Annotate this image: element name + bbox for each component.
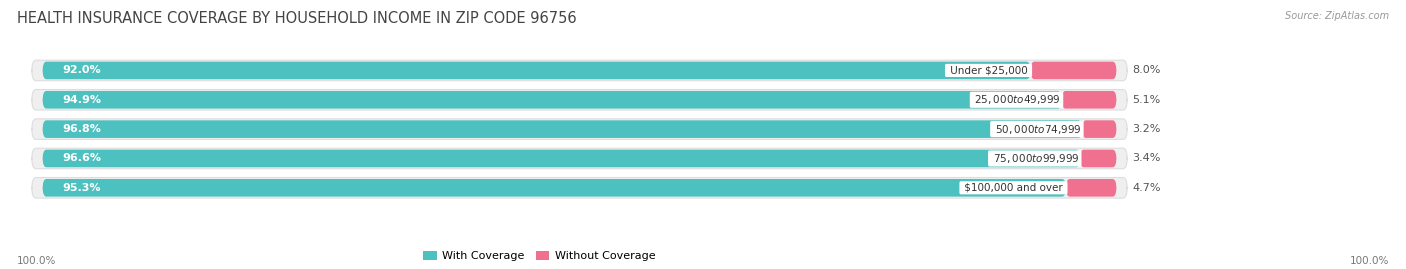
FancyBboxPatch shape	[32, 178, 1128, 198]
Text: 96.6%: 96.6%	[62, 154, 101, 164]
Legend: With Coverage, Without Coverage: With Coverage, Without Coverage	[419, 246, 659, 266]
Text: 3.2%: 3.2%	[1133, 124, 1161, 134]
Text: 100.0%: 100.0%	[17, 256, 56, 266]
Text: 8.0%: 8.0%	[1133, 65, 1161, 75]
Text: Source: ZipAtlas.com: Source: ZipAtlas.com	[1285, 11, 1389, 21]
FancyBboxPatch shape	[32, 60, 1128, 81]
Text: $50,000 to $74,999: $50,000 to $74,999	[991, 123, 1083, 136]
Text: 96.8%: 96.8%	[62, 124, 101, 134]
Text: 92.0%: 92.0%	[62, 65, 100, 75]
Text: 4.7%: 4.7%	[1133, 183, 1161, 193]
Text: HEALTH INSURANCE COVERAGE BY HOUSEHOLD INCOME IN ZIP CODE 96756: HEALTH INSURANCE COVERAGE BY HOUSEHOLD I…	[17, 11, 576, 26]
Text: 3.4%: 3.4%	[1133, 154, 1161, 164]
FancyBboxPatch shape	[42, 62, 1031, 79]
FancyBboxPatch shape	[1083, 120, 1116, 138]
FancyBboxPatch shape	[42, 150, 1080, 167]
Text: 95.3%: 95.3%	[62, 183, 100, 193]
Text: $75,000 to $99,999: $75,000 to $99,999	[990, 152, 1080, 165]
FancyBboxPatch shape	[42, 91, 1062, 109]
FancyBboxPatch shape	[1031, 62, 1116, 79]
FancyBboxPatch shape	[42, 120, 1083, 138]
Text: $100,000 and over: $100,000 and over	[960, 183, 1066, 193]
Text: 5.1%: 5.1%	[1133, 95, 1161, 105]
FancyBboxPatch shape	[1062, 91, 1116, 109]
FancyBboxPatch shape	[32, 119, 1128, 139]
FancyBboxPatch shape	[1080, 150, 1116, 167]
FancyBboxPatch shape	[1066, 179, 1116, 197]
Text: Under $25,000: Under $25,000	[946, 65, 1031, 75]
Text: 100.0%: 100.0%	[1350, 256, 1389, 266]
FancyBboxPatch shape	[32, 90, 1128, 110]
FancyBboxPatch shape	[32, 148, 1128, 169]
FancyBboxPatch shape	[42, 179, 1066, 197]
Text: 94.9%: 94.9%	[62, 95, 101, 105]
Text: $25,000 to $49,999: $25,000 to $49,999	[972, 93, 1062, 106]
